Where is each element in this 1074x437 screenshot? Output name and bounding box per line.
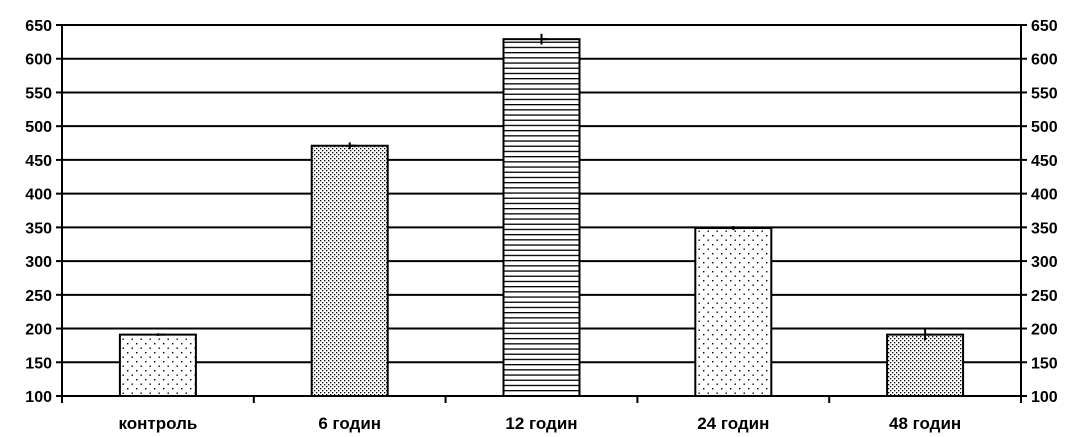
y-tick-label-left: 150 xyxy=(25,355,52,372)
x-category-label: контроль xyxy=(118,414,197,433)
bar xyxy=(886,333,965,397)
y-tick-label-left: 100 xyxy=(25,389,52,406)
y-tick-label-left: 650 xyxy=(25,18,52,35)
y-tick-label-right: 300 xyxy=(1031,254,1058,271)
x-category-label: 6 годин xyxy=(318,414,381,433)
y-tick-label-left: 200 xyxy=(25,322,52,339)
y-tick-label-left: 250 xyxy=(25,288,52,305)
y-tick-label-right: 650 xyxy=(1031,18,1058,35)
y-tick-label-left: 300 xyxy=(25,254,52,271)
y-tick-label-right: 200 xyxy=(1031,322,1058,339)
y-tick-label-left: 500 xyxy=(25,119,52,136)
y-tick-label-left: 400 xyxy=(25,187,52,204)
bars xyxy=(118,33,965,397)
y-tick-label-left: 450 xyxy=(25,153,52,170)
y-tick-label-right: 550 xyxy=(1031,85,1058,102)
bar xyxy=(694,227,773,397)
bar xyxy=(310,144,389,397)
x-category-label: 48 годин xyxy=(889,414,961,433)
y-tick-label-left: 600 xyxy=(25,52,52,69)
bar xyxy=(118,333,197,397)
x-category-label: 12 годин xyxy=(505,414,577,433)
x-category-label: 24 годин xyxy=(697,414,769,433)
y-tick-label-right: 150 xyxy=(1031,355,1058,372)
labels: 100 100 150 150 200 200 250 250 300 300 350 350 400 4… xyxy=(25,18,1058,433)
y-tick-label-right: 600 xyxy=(1031,52,1058,69)
y-tick-label-left: 550 xyxy=(25,85,52,102)
bar xyxy=(502,38,581,397)
y-tick-label-right: 400 xyxy=(1031,187,1058,204)
y-tick-label-left: 350 xyxy=(25,220,52,237)
y-tick-label-right: 500 xyxy=(1031,119,1058,136)
y-tick-label-right: 350 xyxy=(1031,220,1058,237)
y-tick-label-right: 250 xyxy=(1031,288,1058,305)
y-tick-label-right: 450 xyxy=(1031,153,1058,170)
y-tick-label-right: 100 xyxy=(1031,389,1058,406)
